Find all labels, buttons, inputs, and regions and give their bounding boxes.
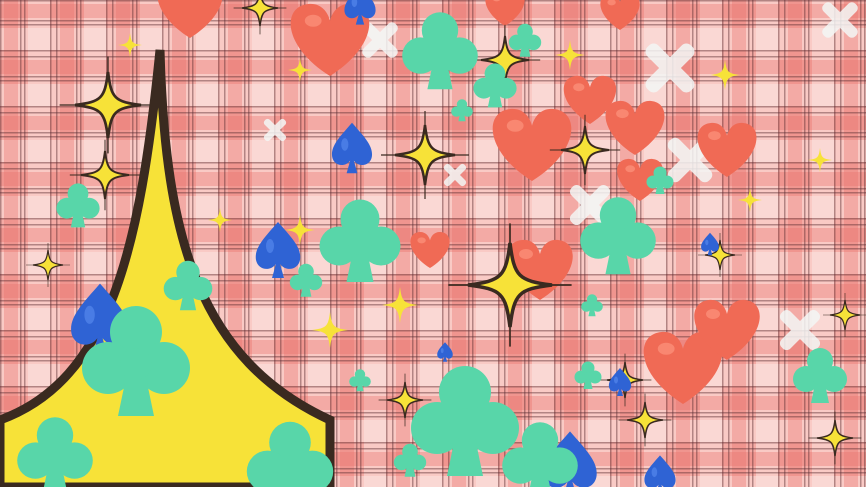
club-icon [246,421,334,487]
sparkle-icon [233,0,287,35]
sparkle-icon [285,215,315,245]
club-icon [393,443,427,477]
heart-icon [485,0,525,27]
sparkle-icon [288,58,312,82]
sparkle-icon [698,233,742,277]
heart-icon [563,75,617,125]
heart-icon [605,100,665,155]
club-icon [451,99,473,122]
club-icon [82,306,190,416]
heart-icon [617,158,663,201]
sparkle-icon [808,148,832,172]
sparkle-icon [555,40,585,70]
cross-icon [779,309,821,351]
cross-icon [645,43,695,93]
club-icon [502,422,578,487]
club-icon [319,199,401,282]
club-icon [402,12,478,90]
heart-icon [600,0,640,31]
club-icon [163,260,213,311]
sparkle-icon [381,111,469,199]
spade-icon [255,222,301,278]
heart-icon [643,331,723,404]
heart-icon [410,231,450,268]
club-icon [508,23,542,57]
heart-icon [694,299,760,360]
sparkle-icon [808,411,862,465]
heart-icon [158,0,222,38]
club-icon [793,348,847,403]
heart-icon [697,122,757,177]
club-icon [289,263,323,297]
sparkle-icon [549,114,621,186]
sparkle-icon [26,243,70,287]
club-icon [580,197,656,275]
large-sparkle-icon [0,49,335,487]
spade-icon [608,368,632,396]
sparkle-icon [312,312,348,348]
club-icon [349,369,371,392]
club-icon [574,361,602,389]
sparkle-icon [378,373,432,427]
spade-icon [344,0,376,25]
heart-icon [492,108,572,182]
cross-icon [362,22,398,58]
spade-icon [437,342,453,362]
spade-icon [331,122,373,174]
club-icon [581,294,603,317]
sparkle-icon [823,293,866,337]
club-icon [473,63,517,108]
spade-icon [644,455,676,487]
sparkle-icon [382,287,418,323]
cross-icon [443,163,467,187]
sparkle-icon [448,223,572,347]
heart-icon [290,3,370,77]
cross-icon [822,2,858,38]
club-icon [56,183,100,228]
sparkle-icon [208,208,232,232]
cross-icon [263,118,287,142]
sparkle-icon [59,56,157,154]
spade-icon [701,232,719,256]
club-icon [411,366,519,476]
sparkle-icon [710,60,740,90]
sparkle-icon [618,393,672,447]
sparkle-icon [69,139,141,211]
sparkle-icon [738,188,762,212]
club-icon [17,417,93,487]
sparkle-icon [118,33,142,57]
club-icon [646,166,674,194]
